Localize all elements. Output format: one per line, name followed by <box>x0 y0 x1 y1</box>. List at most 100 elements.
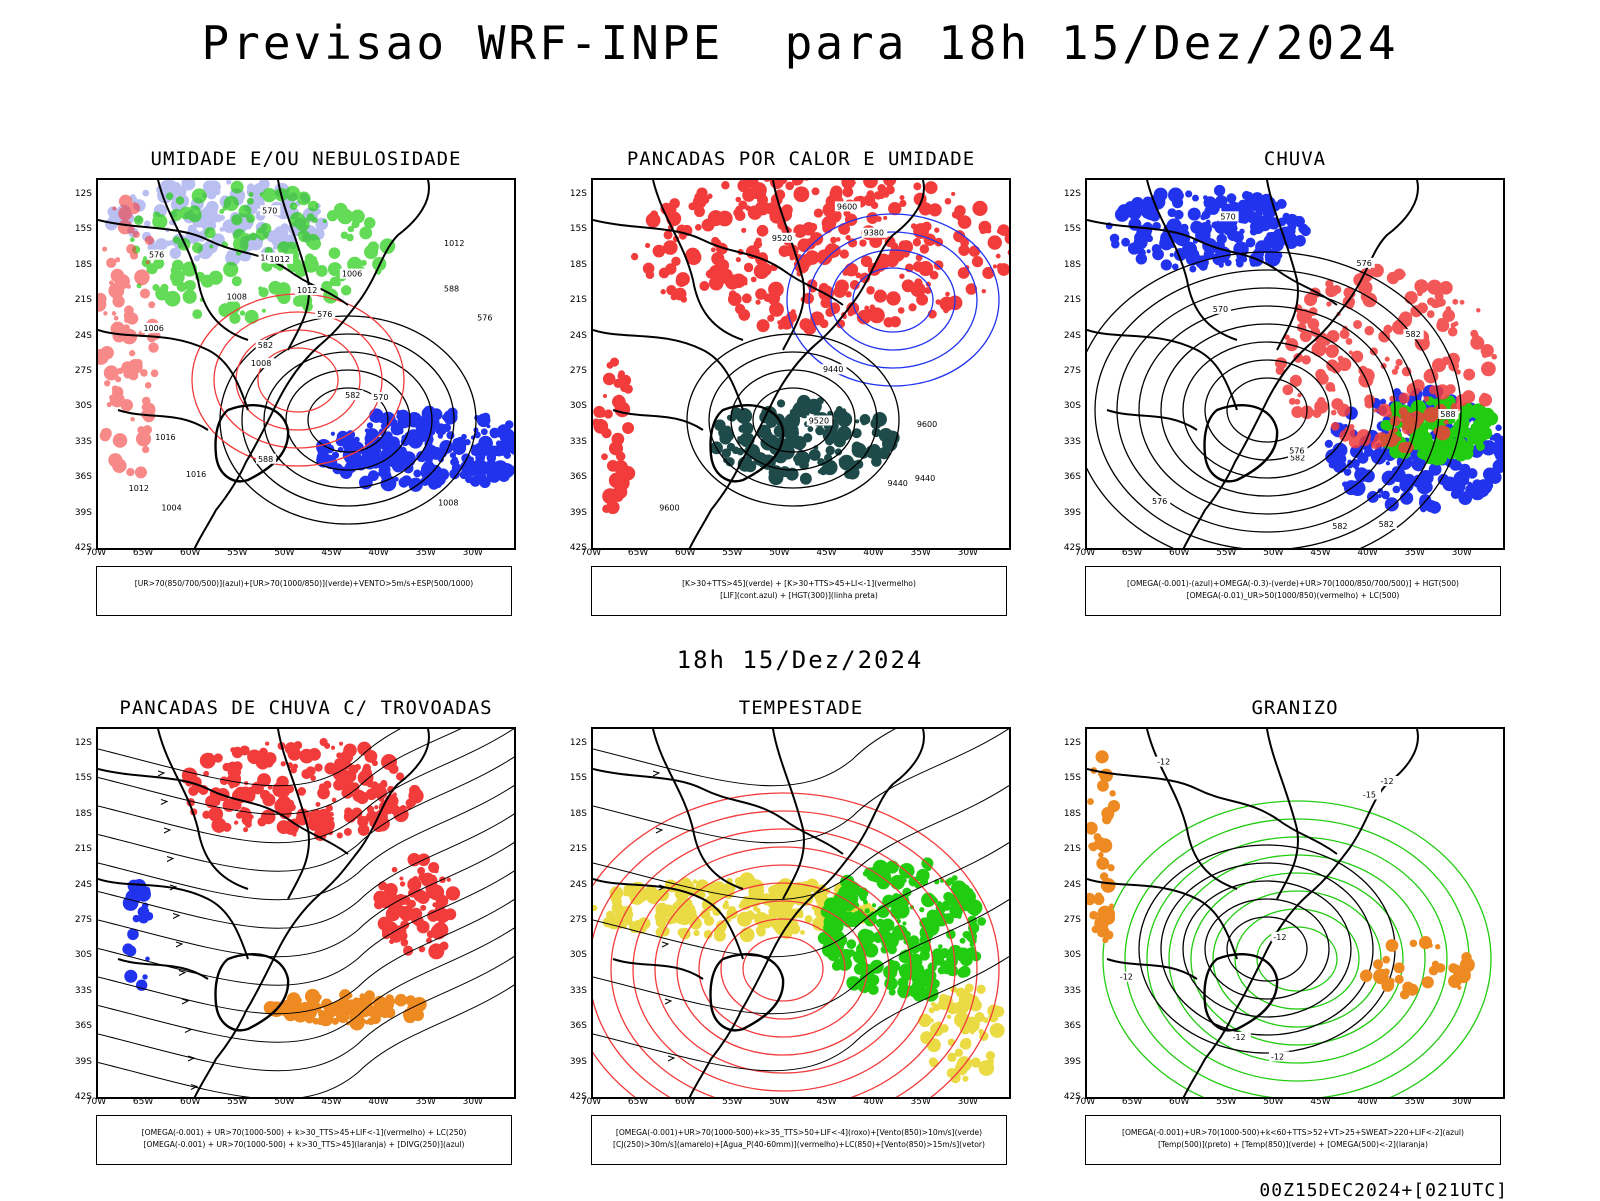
longitude-tick-label: 65W <box>129 548 157 558</box>
contour-label: -12 <box>1233 1033 1246 1042</box>
contour-label: 1012 <box>444 239 464 248</box>
longitude-tick-label: 50W <box>765 1097 793 1107</box>
contour-label: 582 <box>345 391 360 400</box>
panel-title-umidade: UMIDADE E/OU NEBULOSIDADE <box>96 148 516 170</box>
latitude-tick-label: 33S <box>66 986 92 996</box>
latitude-tick-label: 18S <box>1055 809 1081 819</box>
latitude-tick-label: 12S <box>66 189 92 199</box>
latitude-tick-label: 15S <box>561 224 587 234</box>
latitude-tick-label: 33S <box>561 437 587 447</box>
latitude-tick-label: 24S <box>66 880 92 890</box>
legend-line: [OMEGA(-0.01)_UR>50(1000/850)(vermelho) … <box>1086 590 1500 602</box>
longitude-tick-label: 50W <box>270 548 298 558</box>
contour-label: -12 <box>1273 933 1286 942</box>
longitude-tick-label: 50W <box>1259 548 1287 558</box>
map-canvas: -12-12-12-12-12-12-15 <box>1087 729 1505 1099</box>
longitude-tick-label: 30W <box>1448 1097 1476 1107</box>
contour-label: 576 <box>477 313 492 322</box>
latitude-tick-label: 15S <box>561 773 587 783</box>
longitude-tick-label: 55W <box>718 1097 746 1107</box>
contour-label: -12 <box>1157 758 1170 767</box>
contour-label: 1012 <box>129 484 149 493</box>
longitude-tick-label: 60W <box>671 1097 699 1107</box>
contour-lines <box>593 793 999 1099</box>
longitude-tick-label: 45W <box>318 1097 346 1107</box>
longitude-tick-label: 60W <box>176 548 204 558</box>
contour-label: 9600 <box>917 420 937 429</box>
legend-line: [Temp(500)](preto) + [Temp(850)](verde) … <box>1086 1139 1500 1151</box>
latitude-tick-label: 36S <box>561 1021 587 1031</box>
contour-label: 576 <box>317 310 332 319</box>
longitude-tick-label: 30W <box>954 548 982 558</box>
latitude-tick-label: 27S <box>66 915 92 925</box>
k-tts-li-red-west <box>593 358 635 515</box>
map-canvas <box>98 729 516 1099</box>
legend-box-umidade: [UR>70(850/700/500)](azul)+[UR>70(1000/8… <box>96 566 512 616</box>
longitude-tick-label: 65W <box>624 548 652 558</box>
latitude-tick-label: 30S <box>561 950 587 960</box>
contour-label: 1016 <box>155 433 175 442</box>
latitude-tick-label: 12S <box>561 189 587 199</box>
omega500-orange-east <box>1360 936 1475 999</box>
longitude-tick-label: 65W <box>1118 548 1146 558</box>
contour-label: 576 <box>1289 446 1304 455</box>
longitude-tick-label: 30W <box>459 548 487 558</box>
latitude-tick-label: 30S <box>561 401 587 411</box>
latitude-tick-label: 36S <box>561 472 587 482</box>
longitude-tick-label: 45W <box>1307 1097 1335 1107</box>
latitude-tick-label: 33S <box>66 437 92 447</box>
panel-title-trovoadas: PANCADAS DE CHUVA C/ TROVOADAS <box>96 697 516 719</box>
longitude-tick-label: 45W <box>1307 548 1335 558</box>
longitude-tick-label: 45W <box>813 548 841 558</box>
latitude-tick-label: 21S <box>1055 844 1081 854</box>
latitude-tick-label: 21S <box>66 295 92 305</box>
latitude-tick-label: 33S <box>1055 437 1081 447</box>
latitude-tick-label: 27S <box>561 366 587 376</box>
contour-label: 570 <box>373 393 388 402</box>
longitude-tick-label: 30W <box>954 1097 982 1107</box>
longitude-tick-label: 60W <box>1165 1097 1193 1107</box>
longitude-tick-label: 70W <box>1071 548 1099 558</box>
panel-title-chuva: CHUVA <box>1085 148 1505 170</box>
latitude-tick-label: 33S <box>1055 986 1081 996</box>
longitude-tick-label: 60W <box>671 548 699 558</box>
longitude-tick-label: 55W <box>718 548 746 558</box>
contour-label: -15 <box>1363 790 1376 799</box>
latitude-tick-label: 12S <box>1055 738 1081 748</box>
latitude-tick-label: 18S <box>66 260 92 270</box>
contour-label: 582 <box>1332 522 1347 531</box>
latitude-tick-label: 30S <box>1055 950 1081 960</box>
contour-label: 570 <box>1220 212 1235 221</box>
contour-label: 9600 <box>659 504 679 513</box>
contour-label: 9520 <box>772 234 792 243</box>
map-panel-granizo: -12-12-12-12-12-12-15 <box>1085 727 1505 1099</box>
legend-line: [OMEGA(-0.001)+UR>70(1000-500)+k<60+TTS>… <box>1086 1127 1500 1139</box>
longitude-tick-label: 70W <box>82 1097 110 1107</box>
latitude-tick-label: 39S <box>66 1057 92 1067</box>
longitude-tick-label: 40W <box>1354 548 1382 558</box>
legend-box-pancadas: [K>30+TTS>45](verde) + [K>30+TTS>45+LI<-… <box>591 566 1007 616</box>
latitude-tick-label: 12S <box>561 738 587 748</box>
longitude-tick-label: 60W <box>1165 548 1193 558</box>
longitude-tick-label: 60W <box>176 1097 204 1107</box>
legend-line: [LIF](cont.azul) + [HGT(300)](linha pret… <box>592 590 1006 602</box>
contour-label: 576 <box>1357 259 1372 268</box>
longitude-tick-label: 55W <box>1212 1097 1240 1107</box>
contour-label: 1006 <box>143 324 163 333</box>
contour-label: 1004 <box>161 504 181 513</box>
contour-label: 1008 <box>227 293 247 302</box>
contour-label: 9440 <box>888 479 908 488</box>
latitude-tick-label: 39S <box>1055 508 1081 518</box>
latitude-tick-label: 27S <box>1055 366 1081 376</box>
latitude-tick-label: 24S <box>561 880 587 890</box>
contour-label: 582 <box>258 341 273 350</box>
longitude-tick-label: 70W <box>577 1097 605 1107</box>
longitude-tick-label: 35W <box>907 548 935 558</box>
longitude-tick-label: 35W <box>907 1097 935 1107</box>
omega500-orange-west <box>1087 750 1120 943</box>
longitude-tick-label: 55W <box>1212 548 1240 558</box>
latitude-tick-label: 24S <box>561 331 587 341</box>
